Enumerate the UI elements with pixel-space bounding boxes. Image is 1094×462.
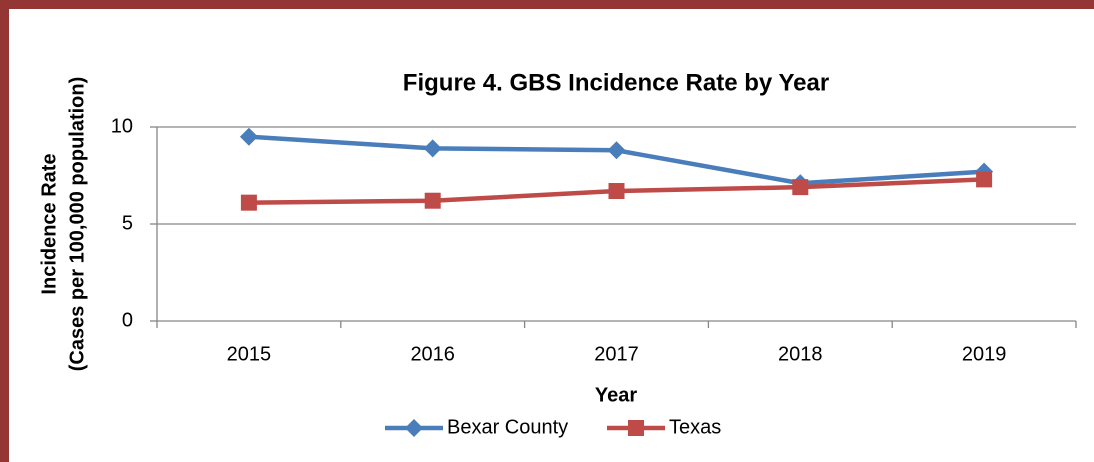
frame-left: [0, 0, 9, 462]
marker: [423, 139, 442, 158]
y-tick-label: 10: [111, 115, 133, 137]
y-axis-label: (Cases per 100,000 population): [66, 77, 88, 372]
x-tick-label: 2018: [778, 343, 823, 365]
legend-label: Bexar County: [447, 416, 568, 438]
x-tick-label: 2017: [594, 343, 639, 365]
marker: [792, 179, 809, 196]
frame-top: [0, 0, 1094, 9]
y-tick-label: 5: [122, 212, 133, 234]
marker: [608, 183, 625, 200]
marker: [628, 420, 644, 436]
x-tick-label: 2019: [962, 343, 1007, 365]
x-tick-label: 2015: [227, 343, 272, 365]
marker: [240, 194, 257, 211]
legend-label: Texas: [669, 416, 721, 438]
marker: [424, 192, 441, 209]
marker: [239, 127, 258, 146]
chart-title: Figure 4. GBS Incidence Rate by Year: [403, 69, 829, 96]
y-tick-label: 0: [122, 309, 133, 331]
marker: [976, 171, 993, 188]
marker: [405, 419, 423, 437]
x-tick-label: 2016: [410, 343, 455, 365]
y-axis-label: Incidence Rate: [38, 153, 60, 294]
x-axis-label: Year: [595, 384, 637, 406]
marker: [607, 141, 626, 160]
